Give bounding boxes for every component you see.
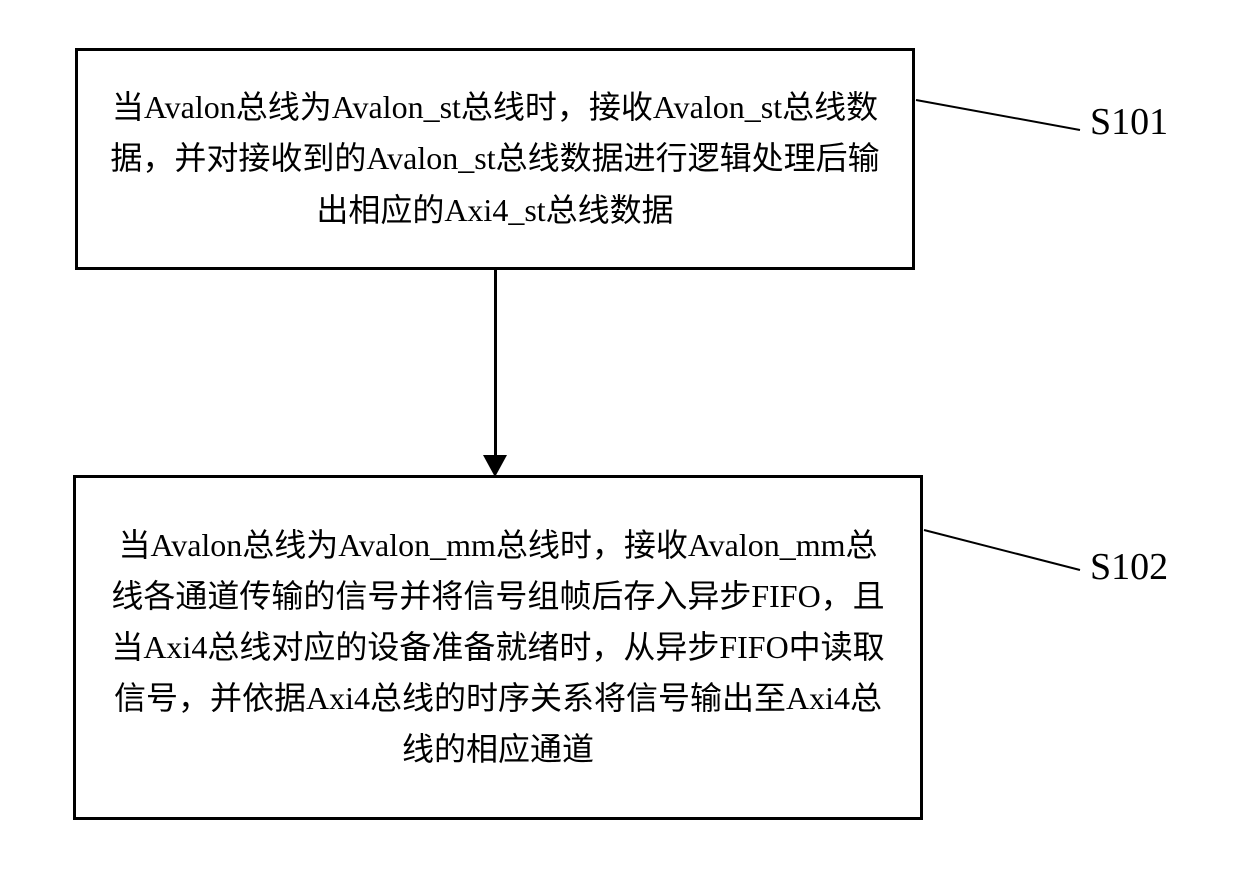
arrow-head <box>483 455 507 477</box>
arrow-shaft <box>494 270 497 460</box>
step-2-label: S102 <box>1090 545 1168 589</box>
step-1-text: 当Avalon总线为Avalon_st总线时，接收Avalon_st总线数据，并… <box>108 82 882 236</box>
step-1-label: S101 <box>1090 100 1168 144</box>
flowchart-step-2: 当Avalon总线为Avalon_mm总线时，接收Avalon_mm总线各通道传… <box>73 475 923 820</box>
step-2-text: 当Avalon总线为Avalon_mm总线时，接收Avalon_mm总线各通道传… <box>106 520 890 776</box>
flowchart-step-1: 当Avalon总线为Avalon_st总线时，接收Avalon_st总线数据，并… <box>75 48 915 270</box>
flowchart-container: 当Avalon总线为Avalon_st总线时，接收Avalon_st总线数据，并… <box>0 0 1240 884</box>
